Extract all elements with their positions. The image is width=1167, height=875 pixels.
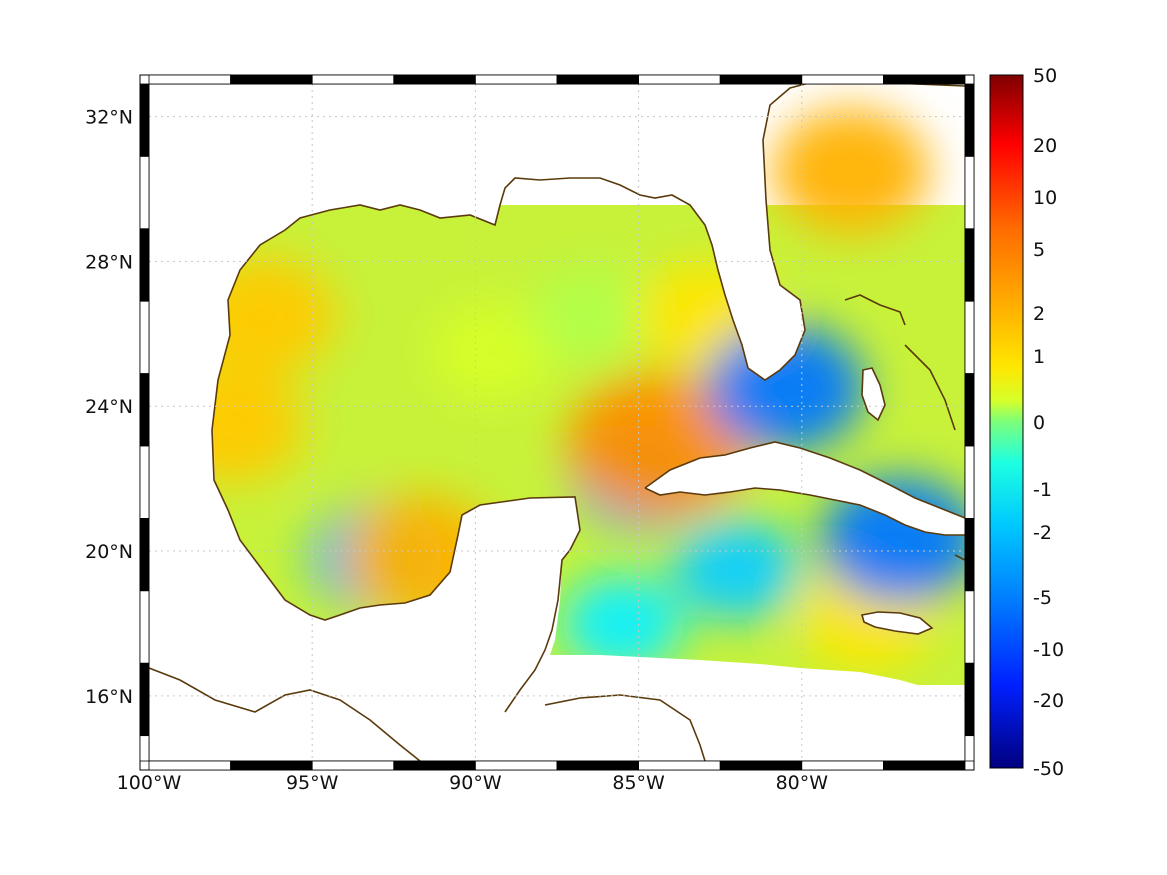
colorbar-label: 2 [1033,303,1045,325]
x-tick-labels: 100°W 95°W 90°W 85°W 80°W [117,772,829,794]
frame-tile-bottom [638,760,721,771]
frame-tile-bottom [311,760,395,771]
frame-tile-right [964,373,975,447]
frame-tile-left [139,373,150,447]
frame-tile-left [139,445,150,519]
land-us-gulf-coast [149,84,965,761]
field-cell-13 [672,517,801,621]
frame-tile-left [139,735,150,762]
y-tick-label: 20°N [85,541,133,563]
frame-tile-right [964,228,975,302]
frame-tile-bottom [393,760,476,771]
colorbar-label: 5 [1033,239,1045,261]
frame-tile-top [311,74,395,85]
coastlines [149,84,965,761]
frame-tile-top [393,74,476,85]
colorbar-label: -2 [1033,522,1052,544]
frame-tile-top [230,74,313,85]
field-cell-4 [531,269,648,363]
colorbar-label: -5 [1033,587,1052,609]
coastline-bahamas-north [844,294,956,431]
frame-tile-right [964,590,975,664]
coastline-hispaniola [954,554,965,561]
x-tick-label: 95°W [286,772,339,794]
grid-lines [149,84,965,761]
coastline-cuba [644,441,965,536]
frame-tile-bottom [556,760,639,771]
field-cell-11 [771,107,930,235]
field-cell-3 [430,303,553,401]
colorbar-label: 10 [1033,187,1057,209]
frame-tile-top [883,74,966,85]
checkered-border [139,74,975,771]
frame-tile-left [139,300,150,375]
frame-tile-bottom [801,760,884,771]
colorbar-label: 50 [1033,65,1057,87]
field-cell-15 [561,574,684,673]
x-tick-label: 85°W [612,772,665,794]
land-jamaica [862,612,932,634]
frame-tile-right [964,156,975,230]
x-tick-label: 100°W [117,772,182,794]
colorbar-label: 1 [1033,346,1045,368]
y-tick-label: 24°N [85,396,133,418]
coastline-central-america [149,667,421,761]
land-mask [149,84,965,761]
frame-tile-top [719,74,803,85]
colorbar-label: -20 [1033,690,1064,712]
frame-tile-left [139,228,150,302]
frame-tile-top [801,74,884,85]
coastline-jamaica [860,611,934,635]
colorbar-label: 0 [1033,412,1045,434]
frame-tile-top [556,74,639,85]
colorbar-label: -1 [1033,479,1052,501]
land-cuba [645,442,965,535]
frame-tile-right [964,518,975,592]
frame-tile-left [139,518,150,592]
frame-tile-top [638,74,721,85]
y-tick-label: 32°N [85,107,133,129]
coastline-honduras [544,694,706,761]
y-tick-label: 28°N [85,251,133,273]
frame-tile-right [964,735,975,762]
frame-tile-bottom [230,760,313,771]
y-tick-label: 16°N [85,686,133,708]
coastline-andros [861,367,886,422]
colorbar [989,74,1024,769]
coastline-gulf [211,84,965,713]
frame-tile-bottom [474,760,558,771]
frame-tile-bottom [148,760,231,771]
frame-tile-bottom [883,760,966,771]
frame-tile-top [474,74,558,85]
frame-tile-top [148,74,231,85]
frame-tile-right [964,662,975,737]
x-tick-label: 80°W [776,772,829,794]
frame-tile-right [964,445,975,519]
colorbar-label: 20 [1033,135,1057,157]
colorbar-label: -50 [1033,758,1064,780]
frame-tile-right [964,83,975,157]
y-tick-labels: 32°N 28°N 24°N 20°N 16°N [85,107,133,708]
frame-tile-left [139,83,150,157]
land-andros [862,368,885,420]
frame-tile-right [964,300,975,375]
frame-tile-left [139,156,150,230]
x-tick-label: 90°W [449,772,502,794]
frame-tile-bottom [719,760,803,771]
frame-tile-left [139,662,150,737]
colorbar-label: -10 [1033,639,1064,661]
frame-tile-left [139,590,150,664]
